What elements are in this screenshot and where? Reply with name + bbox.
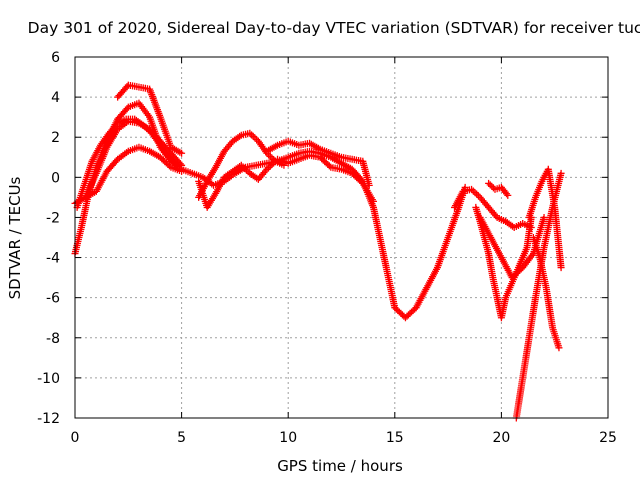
data-point xyxy=(369,197,377,205)
y-tick-label: -12 xyxy=(37,411,60,427)
data-points xyxy=(71,81,565,422)
x-tick-label: 10 xyxy=(279,430,297,446)
series-14 xyxy=(529,234,563,352)
y-axis-label: SDTVAR / TECUs xyxy=(6,176,24,299)
data-point xyxy=(485,179,493,187)
x-tick-label: 15 xyxy=(386,430,404,446)
x-tick-label: 5 xyxy=(177,430,186,446)
x-tick-label: 20 xyxy=(492,430,510,446)
tick-labels: 0 5 10 15 20 25 -12 -10 -8 -6 -4 -2 0 2 4 6 xyxy=(37,50,617,446)
axis-ticks xyxy=(74,56,609,419)
series-9 xyxy=(450,185,535,231)
y-tick-label: 0 xyxy=(51,170,60,186)
data-point xyxy=(178,167,186,175)
series-4 xyxy=(73,115,181,211)
y-tick-label: 6 xyxy=(51,50,60,66)
y-tick-label: -6 xyxy=(46,291,60,307)
series-8 xyxy=(274,151,377,205)
series-10 xyxy=(472,203,535,322)
data-point xyxy=(540,213,548,221)
chart-title: Day 301 of 2020, Sidereal Day-to-day VTE… xyxy=(28,19,640,37)
y-tick-label: 4 xyxy=(51,90,60,106)
data-point xyxy=(555,344,563,352)
y-tick-label: -8 xyxy=(46,331,60,347)
y-tick-label: -10 xyxy=(37,371,60,387)
y-tick-label: 2 xyxy=(51,130,60,146)
data-point xyxy=(165,162,173,170)
x-tick-label: 25 xyxy=(599,430,617,446)
x-axis-label: GPS time / hours xyxy=(277,457,403,475)
series-7 xyxy=(263,137,373,189)
series-13 xyxy=(525,165,565,272)
data-point xyxy=(492,212,500,220)
data-point xyxy=(557,264,565,272)
data-point xyxy=(123,83,131,91)
data-point xyxy=(486,181,494,189)
series-11 xyxy=(476,213,548,282)
grid-lines xyxy=(75,57,608,418)
plot-frame xyxy=(74,56,609,419)
data-point xyxy=(325,162,333,170)
y-tick-label: -4 xyxy=(46,251,60,267)
x-tick-label: 0 xyxy=(71,430,80,446)
data-point xyxy=(261,167,269,175)
data-point xyxy=(112,121,120,129)
series-15 xyxy=(485,179,512,199)
data-point xyxy=(173,161,181,169)
data-point xyxy=(488,182,496,190)
y-tick-label: -2 xyxy=(46,210,60,226)
data-point xyxy=(503,190,511,198)
data-point xyxy=(489,184,497,192)
data-point xyxy=(557,169,565,177)
series-1 xyxy=(114,81,186,157)
data-point xyxy=(504,191,512,199)
series-6 xyxy=(195,157,288,211)
data-point xyxy=(178,149,186,157)
